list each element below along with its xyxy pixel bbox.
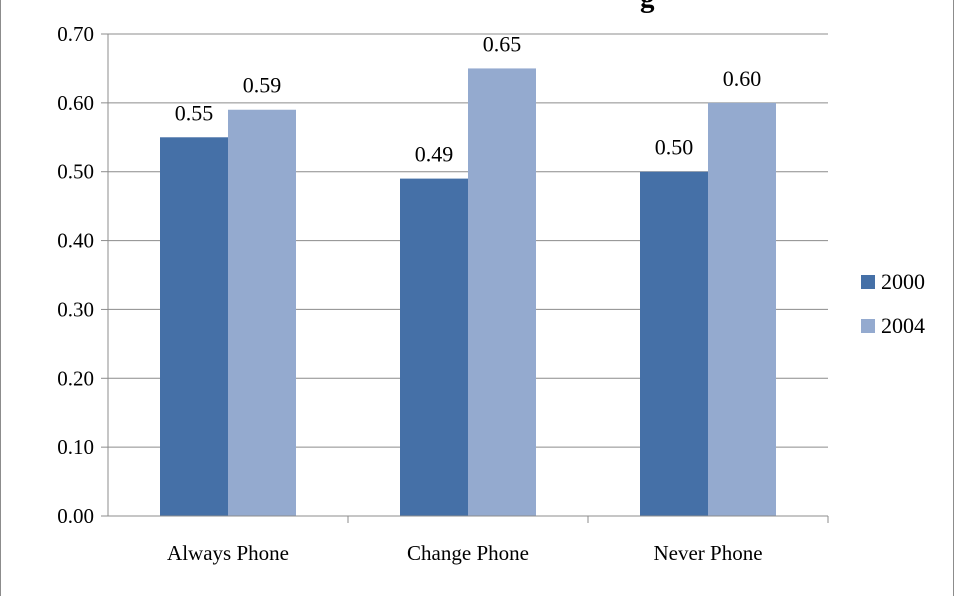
bar-2004-0 [228, 109, 296, 516]
data-label: 0.59 [243, 73, 282, 98]
legend: 2000 2004 [861, 269, 925, 338]
bar-2000-1 [400, 178, 468, 516]
data-labels: 0.55 0.59 0.49 0.65 0.50 0.60 [175, 31, 762, 166]
legend-swatch-2004 [861, 319, 875, 333]
y-tick-label: 0.00 [57, 504, 94, 528]
data-label: 0.65 [483, 31, 522, 56]
y-tick-label: 0.10 [57, 435, 94, 459]
bar-2004-1 [468, 68, 536, 516]
bars [160, 68, 776, 517]
data-label: 0.55 [175, 100, 214, 125]
bar-2004-2 [708, 102, 776, 516]
axes: 0.00 0.10 0.20 0.30 0.40 0.50 0.60 0.70 Always P… [57, 22, 829, 565]
y-tick-label: 0.20 [57, 366, 94, 390]
y-tick-label: 0.70 [57, 22, 94, 46]
y-tick-label: 0.40 [57, 229, 94, 253]
x-category-label: Always Phone [167, 541, 289, 565]
x-category-label: Change Phone [407, 541, 529, 565]
data-label: 0.49 [415, 142, 454, 167]
bar-2000-0 [160, 137, 228, 517]
legend-swatch-2000 [861, 275, 875, 289]
x-category-label: Never Phone [653, 541, 762, 565]
y-tick-label: 0.60 [57, 91, 94, 115]
legend-label: 2004 [881, 313, 925, 338]
bar-2000-2 [640, 171, 708, 516]
y-tick-label: 0.30 [57, 297, 94, 321]
chart-title-fragment: g [640, 0, 655, 15]
legend-label: 2000 [881, 269, 925, 294]
y-tick-label: 0.50 [57, 160, 94, 184]
data-label: 0.50 [655, 135, 694, 160]
data-label: 0.60 [723, 66, 762, 91]
